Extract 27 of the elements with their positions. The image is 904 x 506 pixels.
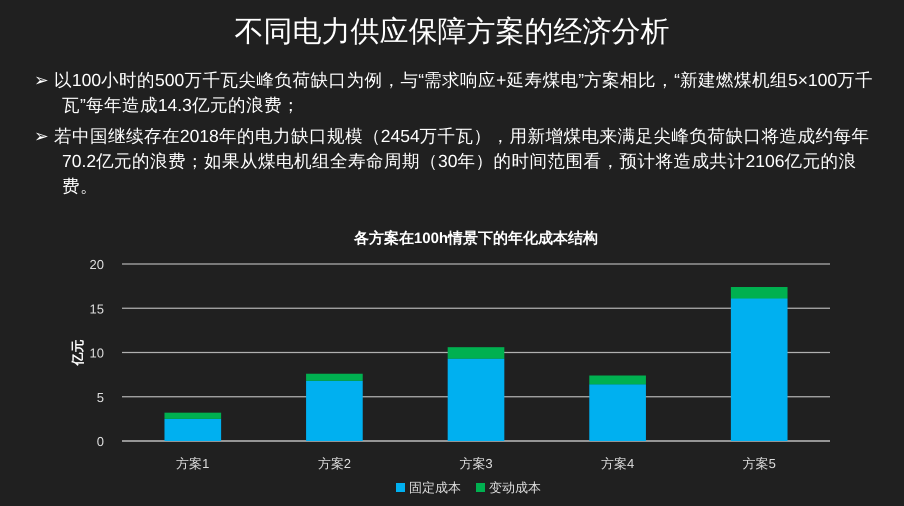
bar (589, 376, 646, 384)
bar (589, 384, 646, 441)
legend-label: 变动成本 (489, 480, 541, 495)
chart-subtitle: 各方案在100h情景下的年化成本结构 (352, 229, 598, 247)
chart-title: 不同电力供应保障方案的经济分析 (234, 15, 670, 50)
bar (730, 298, 788, 441)
bar (448, 347, 504, 359)
bar (306, 380, 363, 441)
x-tick-label: 方案3 (459, 456, 493, 471)
bar (164, 418, 222, 441)
y-tick-label: 0 (96, 434, 104, 449)
bar (730, 287, 788, 299)
legend-label: 固定成本 (409, 480, 461, 495)
text: ➢ 以100小时的500万千瓦尖峰负荷缺口为例，与“需求响应+延寿煤电”方案相比，“新建燃煤机组5×100万千瓦”每年造成14.3亿元的浪费； (34, 69, 874, 117)
y-tick-label: 10 (90, 346, 104, 360)
x-tick-label: 方案1 (176, 456, 210, 471)
text: ➢ 若中国继续存在2018年的电力缺口规模（2454万千瓦），用新增煤电来满足尖峰负荷缺口将造成约每年70.2亿元的浪费；如果从煤电机组全寿命周期（30年）的时间范围看，预计将造成共计2106亿元的浪费。 (34, 125, 871, 198)
bar (164, 412, 222, 419)
y-tick-label: 5 (96, 390, 104, 405)
x-tick-label: 方案4 (600, 456, 634, 471)
bar (448, 358, 504, 441)
y-axis-title: 亿元 (70, 340, 85, 366)
y-tick-label: 15 (90, 301, 104, 316)
y-tick-label: 20 (90, 257, 104, 272)
x-tick-label: 方案2 (318, 456, 352, 471)
x-tick-label: 方案5 (742, 456, 776, 471)
bar (306, 374, 363, 381)
